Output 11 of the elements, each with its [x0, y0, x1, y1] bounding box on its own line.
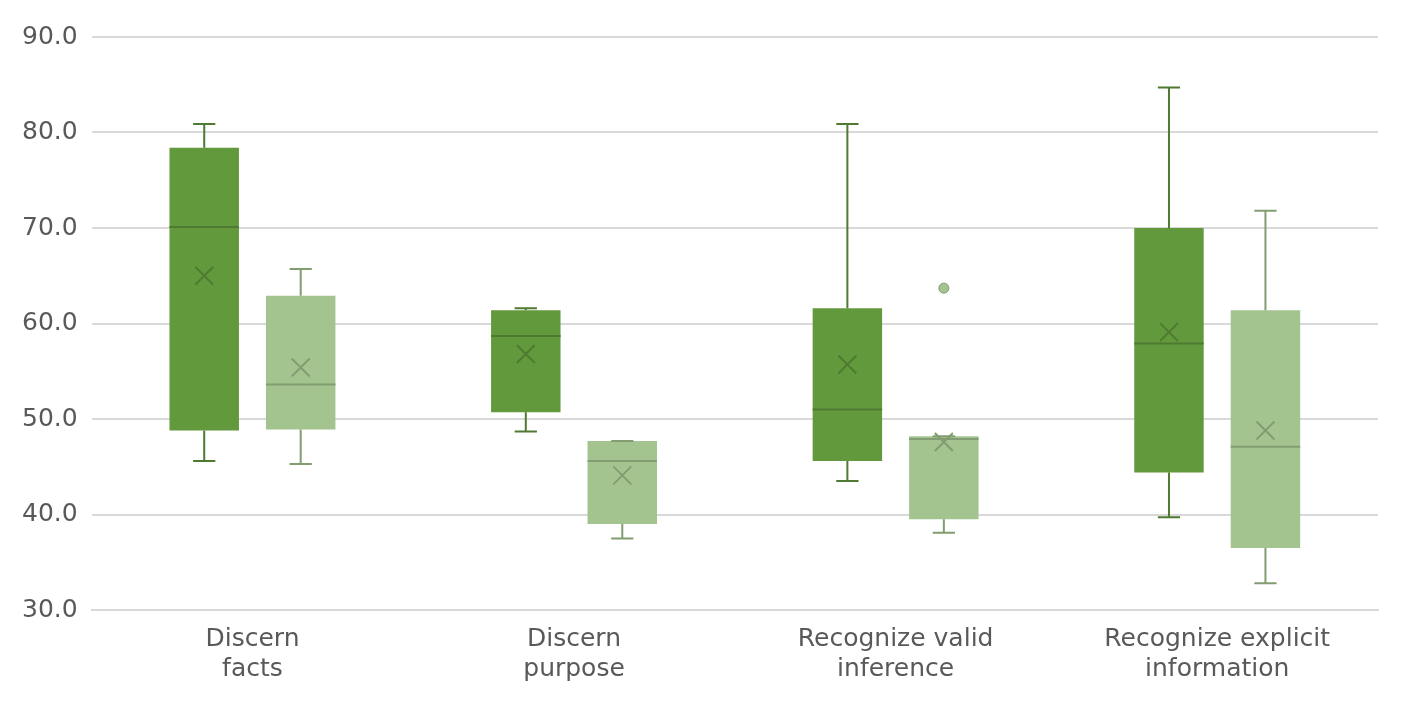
x-tick-label: Recognize valid inference	[797, 622, 994, 682]
y-tick-label: 90.0	[21, 20, 78, 50]
y-tick-label: 80.0	[21, 116, 78, 145]
y-tick-label: 40.0	[21, 498, 78, 527]
x-tick-label: Discern facts	[205, 622, 300, 682]
y-tick-label: 60.0	[21, 307, 78, 336]
x-tick-label: Discern purpose	[523, 622, 625, 682]
y-tick-label: 70.0	[21, 211, 78, 241]
x-tick-label: Recognize explicit information	[1104, 622, 1331, 682]
y-tick-label: 50.0	[21, 402, 78, 432]
y-tick-label: 30.0	[21, 593, 78, 623]
